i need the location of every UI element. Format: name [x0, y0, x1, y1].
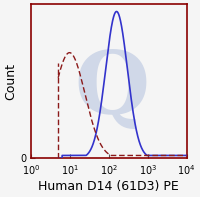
Y-axis label: Count: Count	[4, 63, 17, 100]
Text: Q: Q	[74, 47, 149, 131]
X-axis label: Human D14 (61D3) PE: Human D14 (61D3) PE	[38, 180, 179, 193]
